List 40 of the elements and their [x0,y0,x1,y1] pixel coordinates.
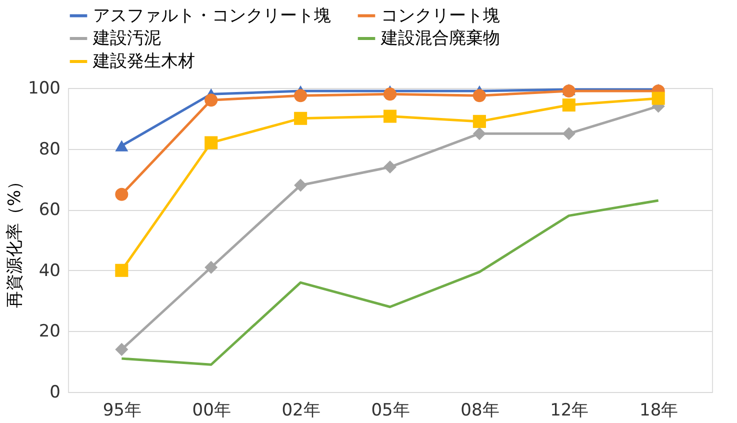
point [472,127,486,140]
point [652,92,665,105]
point [115,264,128,277]
y-tick-label: 20 [38,322,60,342]
legend-label: 建設発生木材 [92,52,195,72]
legend-label: 建設汚泥 [92,28,161,48]
point [562,127,576,140]
legend-label: 建設混合廃棄物 [380,28,500,48]
point [562,98,576,112]
point [383,110,397,123]
point [294,112,308,125]
point [472,114,486,128]
y-tick-label: 100 [28,78,60,98]
point [204,136,218,150]
point [383,160,397,174]
line-series [120,199,660,366]
point [294,178,308,192]
point [115,188,128,201]
point [562,84,576,98]
x-tick-label: 08年 [460,400,500,420]
x-tick-label: 12年 [550,400,589,420]
y-tick-label: 40 [38,260,60,281]
point [115,140,128,152]
legend-label: コンクリート塊 [381,6,500,26]
y-axis-title: 再資源化率（%） [5,172,26,308]
point [472,89,486,102]
x-tick-label: 95年 [102,400,142,420]
legend-label: アスファルト・コンクリート塊 [93,6,331,26]
point [294,89,308,102]
x-tick-label: 02年 [282,400,320,420]
x-tick-label: 05年 [371,400,410,420]
point [204,260,218,274]
point [383,88,397,101]
y-tick-label: 80 [38,139,60,160]
y-tick-label: 60 [38,200,60,220]
x-tick-label: 00年 [192,400,231,420]
point [115,342,128,356]
x-tick-label: 18年 [640,400,678,420]
y-tick-label: 0 [50,382,60,402]
point [204,94,218,107]
